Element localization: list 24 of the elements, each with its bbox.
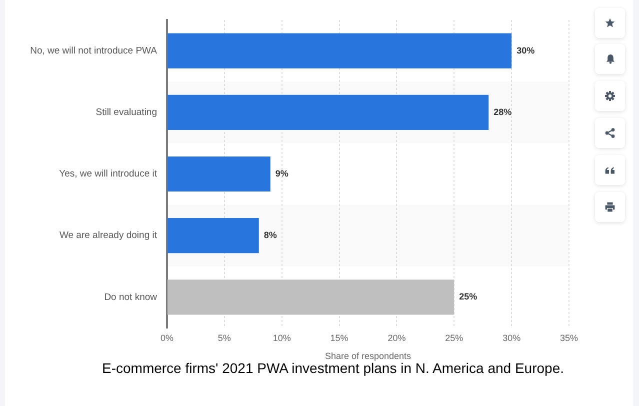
x-axis-title: Share of respondents bbox=[324, 351, 412, 362]
x-tick-label: 35% bbox=[560, 332, 578, 343]
x-tick-label: 25% bbox=[445, 332, 464, 343]
bar bbox=[168, 156, 270, 192]
x-tick-label: 20% bbox=[388, 332, 406, 343]
x-tick-label: 15% bbox=[330, 332, 348, 343]
y-tick-label: No, we will not introduce PWA bbox=[30, 45, 158, 56]
text: E-commerce firms' 2021 PWA investment plans in N. America and Europe. bbox=[102, 360, 564, 376]
bar bbox=[168, 280, 454, 315]
data-label: 8% bbox=[264, 230, 277, 240]
data-label: 30% bbox=[516, 45, 535, 56]
data-label: 25% bbox=[459, 292, 478, 302]
y-tick-label: Do not know bbox=[104, 292, 158, 303]
y-tick-label: Still evaluating bbox=[96, 107, 157, 118]
x-tick-label: 0% bbox=[160, 332, 174, 343]
bar bbox=[168, 33, 512, 68]
x-tick-label: 30% bbox=[502, 332, 521, 343]
bar bbox=[168, 218, 259, 254]
y-tick-label: We are already doing it bbox=[59, 230, 158, 242]
x-tick-label: 5% bbox=[218, 332, 231, 343]
y-tick-label: Yes, we will introduce it bbox=[59, 168, 158, 180]
x-tick-label: 10% bbox=[272, 332, 291, 343]
data-label: 9% bbox=[275, 168, 288, 178]
data-label: 28% bbox=[494, 106, 512, 117]
